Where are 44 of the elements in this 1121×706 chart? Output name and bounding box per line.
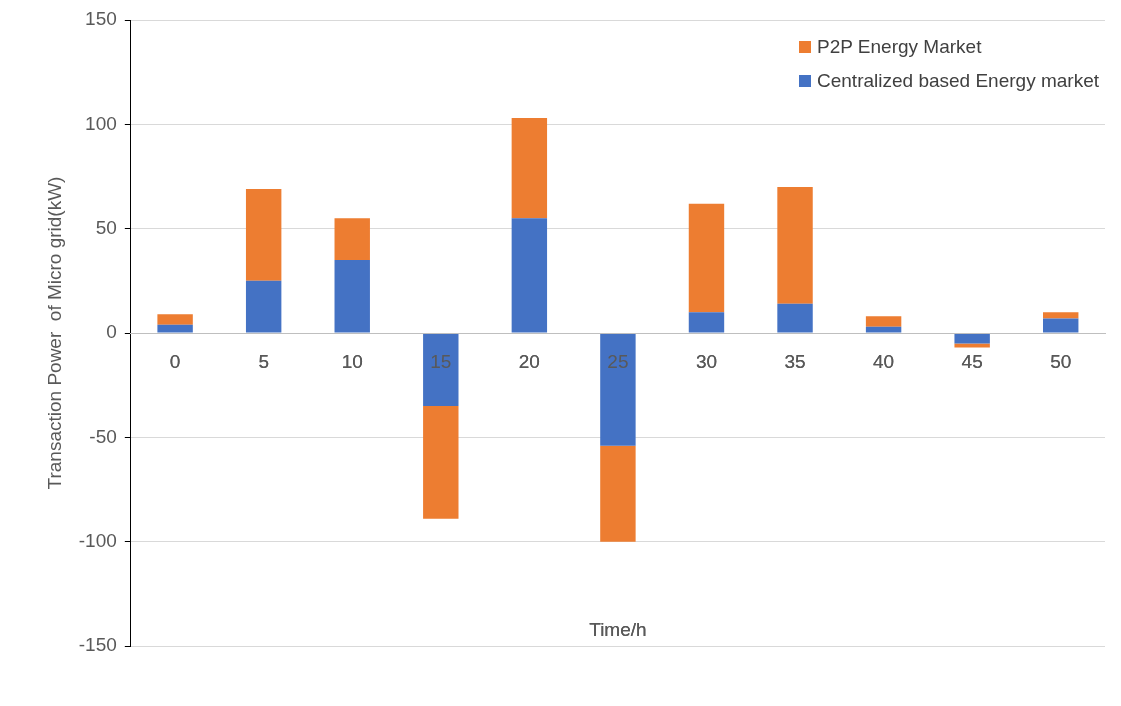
x-tick-label: 5	[258, 350, 269, 372]
bar	[511, 118, 548, 219]
legend-label: P2P Energy Market	[817, 36, 982, 58]
bar	[1043, 318, 1079, 333]
y-tick-label: -100	[78, 529, 117, 551]
bar	[954, 333, 990, 344]
x-tick-label: 50	[1050, 350, 1072, 372]
bar	[157, 314, 193, 325]
x-tick-label: 20	[518, 350, 540, 372]
x-tick-label: 10	[341, 350, 363, 372]
bar	[423, 333, 459, 407]
x-tick-label: 15	[430, 350, 452, 372]
y-tick-label: -150	[78, 634, 117, 656]
bar	[777, 186, 813, 304]
y-axis-title: Transaction Power of Micro grid(kW)	[43, 176, 65, 490]
x-axis-title: Time/h	[589, 618, 647, 640]
bar	[865, 316, 902, 327]
x-tick-label: 40	[873, 350, 895, 372]
bar	[865, 326, 902, 333]
legend-label: Centralized based Energy market	[817, 70, 1099, 92]
bar	[334, 218, 370, 260]
y-tick-label: 0	[106, 321, 117, 343]
bar	[954, 343, 990, 348]
bar	[777, 303, 813, 333]
x-tick-label: 25	[607, 350, 629, 372]
bar	[334, 259, 370, 333]
bar	[600, 333, 636, 446]
y-tick-label: -50	[89, 425, 117, 447]
bar	[157, 324, 193, 333]
x-tick-label: 30	[695, 350, 718, 372]
bar	[1043, 312, 1079, 319]
y-tick-label: 50	[95, 216, 117, 238]
bar	[688, 203, 725, 313]
bar	[245, 280, 282, 333]
bar	[511, 218, 548, 333]
bar	[688, 312, 725, 333]
x-tick-label: 0	[169, 350, 181, 372]
y-tick-label: 100	[85, 112, 117, 134]
bar	[245, 189, 282, 281]
bar	[600, 445, 636, 542]
y-tick-label: 150	[85, 8, 117, 30]
x-tick-label: 45	[961, 350, 983, 372]
x-tick-label: 35	[784, 350, 806, 372]
bar	[423, 406, 459, 519]
